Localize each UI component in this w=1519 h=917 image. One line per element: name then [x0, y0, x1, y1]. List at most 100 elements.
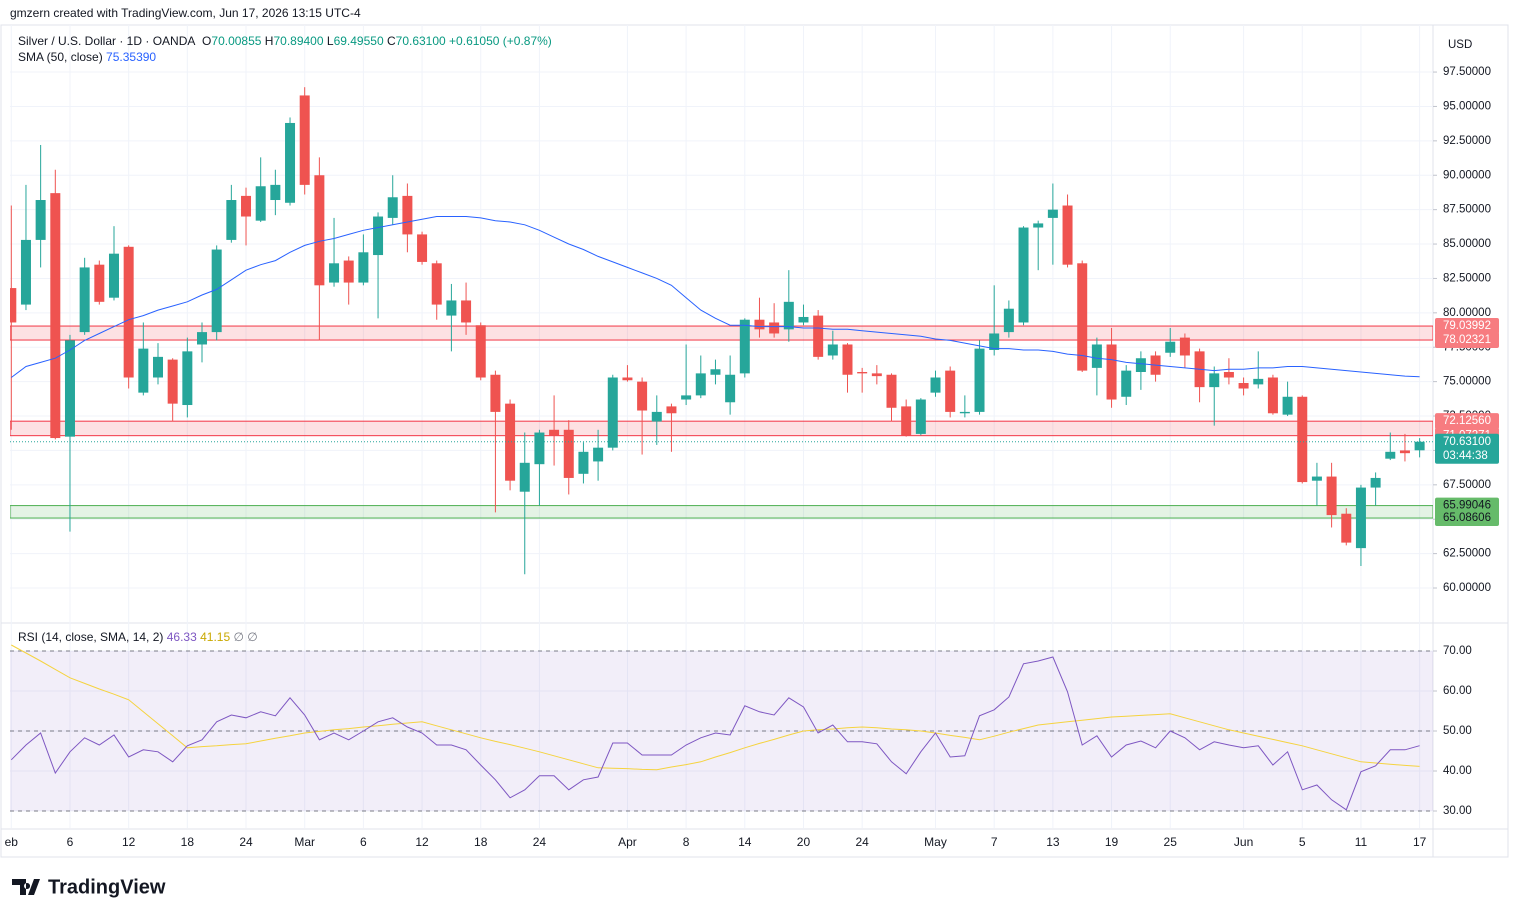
y-tick-label: 92.50000	[1443, 135, 1491, 147]
candle-body	[593, 447, 604, 462]
sma-line	[11, 216, 1420, 378]
frame	[0, 24, 1509, 858]
candle-body	[153, 356, 163, 378]
y-tick-label: 97.50000	[1443, 66, 1491, 78]
candle-body	[1018, 227, 1029, 323]
price-pane	[10, 87, 1433, 575]
candle-body	[681, 395, 692, 400]
y-tick-label: 75.00000	[1443, 376, 1491, 388]
x-tick-label: 7	[991, 835, 998, 849]
candle-body	[1077, 263, 1088, 371]
candle-body	[1223, 372, 1234, 378]
candle-body	[1091, 344, 1102, 368]
rsi-legend: RSI (14, close, SMA, 14, 2) 46.33 41.15 …	[18, 630, 258, 644]
candle-body	[1135, 358, 1146, 373]
x-tick-label: 18	[181, 835, 195, 849]
candle-body	[989, 333, 1000, 350]
candle-body	[1311, 476, 1322, 481]
zone-label: 65.08606	[1443, 512, 1491, 524]
y-tick-label: 50.00	[1443, 725, 1472, 737]
x-tick-label: 18	[474, 835, 488, 849]
symbol: Silver / U.S. Dollar · 1D · OANDA	[18, 34, 195, 48]
candle-body	[1341, 513, 1352, 543]
candle-body	[1062, 205, 1073, 265]
zone-label: 65.99046	[1443, 500, 1491, 512]
ohlc-value: 70.89400	[273, 34, 323, 48]
y-tick-label: 60.00	[1443, 685, 1472, 697]
candle-body	[1238, 383, 1249, 389]
ohlc-key: C	[387, 34, 396, 48]
x-tick-label: 24	[533, 835, 547, 849]
candle-body	[769, 322, 780, 334]
candle-body	[1399, 450, 1410, 454]
candle-body	[578, 451, 589, 474]
candle-body	[461, 300, 472, 323]
rsi-value: 46.33	[167, 630, 197, 644]
sma-value: 75.35390	[106, 50, 156, 64]
x-tick-label: eb	[5, 835, 19, 849]
rsi-line	[10, 656, 1420, 811]
candle-body	[402, 195, 413, 235]
x-tick-label: 25	[1164, 835, 1178, 849]
candle-body	[1033, 223, 1044, 228]
x-tick-label: 19	[1105, 835, 1119, 849]
x-tick-label: 11	[1355, 835, 1368, 849]
x-tick-label: Jun	[1234, 835, 1253, 849]
ohlc-value: 70.00855	[211, 34, 261, 48]
candle-body	[475, 325, 486, 378]
y-tick-label: 67.50000	[1443, 479, 1491, 491]
candle-body	[1165, 341, 1176, 353]
ohlc-value: 69.49550	[334, 34, 384, 48]
y-tick-label: 87.50000	[1443, 204, 1491, 216]
zone-label: 79.03992	[1443, 320, 1491, 332]
candle-body	[1267, 377, 1278, 414]
candle-body	[373, 216, 384, 256]
candle-body	[299, 95, 310, 185]
candle-body	[1385, 451, 1396, 459]
candle-body	[622, 377, 633, 381]
candle-body	[915, 399, 926, 434]
countdown: 03:44:38	[1443, 450, 1488, 462]
candle-body	[50, 193, 61, 439]
zone-label-box	[1435, 497, 1499, 514]
ohlc-key: H	[265, 34, 274, 48]
change: +0.61050 (+0.87%)	[449, 34, 552, 48]
candle-body	[549, 429, 560, 436]
sma-name: SMA (50, close)	[18, 50, 103, 64]
candle-body	[1414, 441, 1425, 451]
x-tick-label: 8	[683, 835, 690, 849]
currency: USD	[1448, 39, 1472, 51]
candle-body	[710, 369, 721, 375]
candle-body	[314, 175, 325, 286]
candle-body	[842, 344, 853, 375]
rsi-line	[11, 644, 1420, 771]
y-tick-label: 90.00000	[1443, 169, 1491, 181]
x-tick-label: 24	[855, 835, 869, 849]
candle-body	[197, 332, 208, 345]
candle-body	[1003, 308, 1014, 333]
x-tick-label: Mar	[294, 835, 315, 849]
x-tick-label: 12	[415, 835, 429, 849]
candle-body	[1106, 344, 1117, 400]
ohlc-value: 70.63100	[396, 34, 446, 48]
candle-body	[446, 300, 457, 316]
rsi-name: RSI (14, close, SMA, 14, 2)	[18, 630, 163, 644]
sma-legend: SMA (50, close) 75.35390	[18, 50, 156, 64]
candle-body	[387, 197, 398, 218]
candle-body	[358, 252, 369, 283]
y-tick-label: 60.00000	[1443, 582, 1491, 594]
candle-body	[1326, 476, 1337, 516]
candle-body	[343, 260, 354, 283]
candle-body	[798, 316, 809, 323]
candle-body	[1282, 396, 1293, 415]
candle-body	[138, 348, 149, 393]
candle-body	[857, 372, 868, 374]
candle-body	[329, 263, 340, 283]
candle-body	[974, 348, 985, 412]
candle-body	[79, 267, 90, 333]
x-tick-label: 17	[1413, 835, 1427, 849]
zone-label-box	[1435, 318, 1499, 335]
candle-body	[637, 381, 648, 411]
axes: 60.0000062.5000065.0000067.5000070.00000…	[5, 66, 1499, 849]
